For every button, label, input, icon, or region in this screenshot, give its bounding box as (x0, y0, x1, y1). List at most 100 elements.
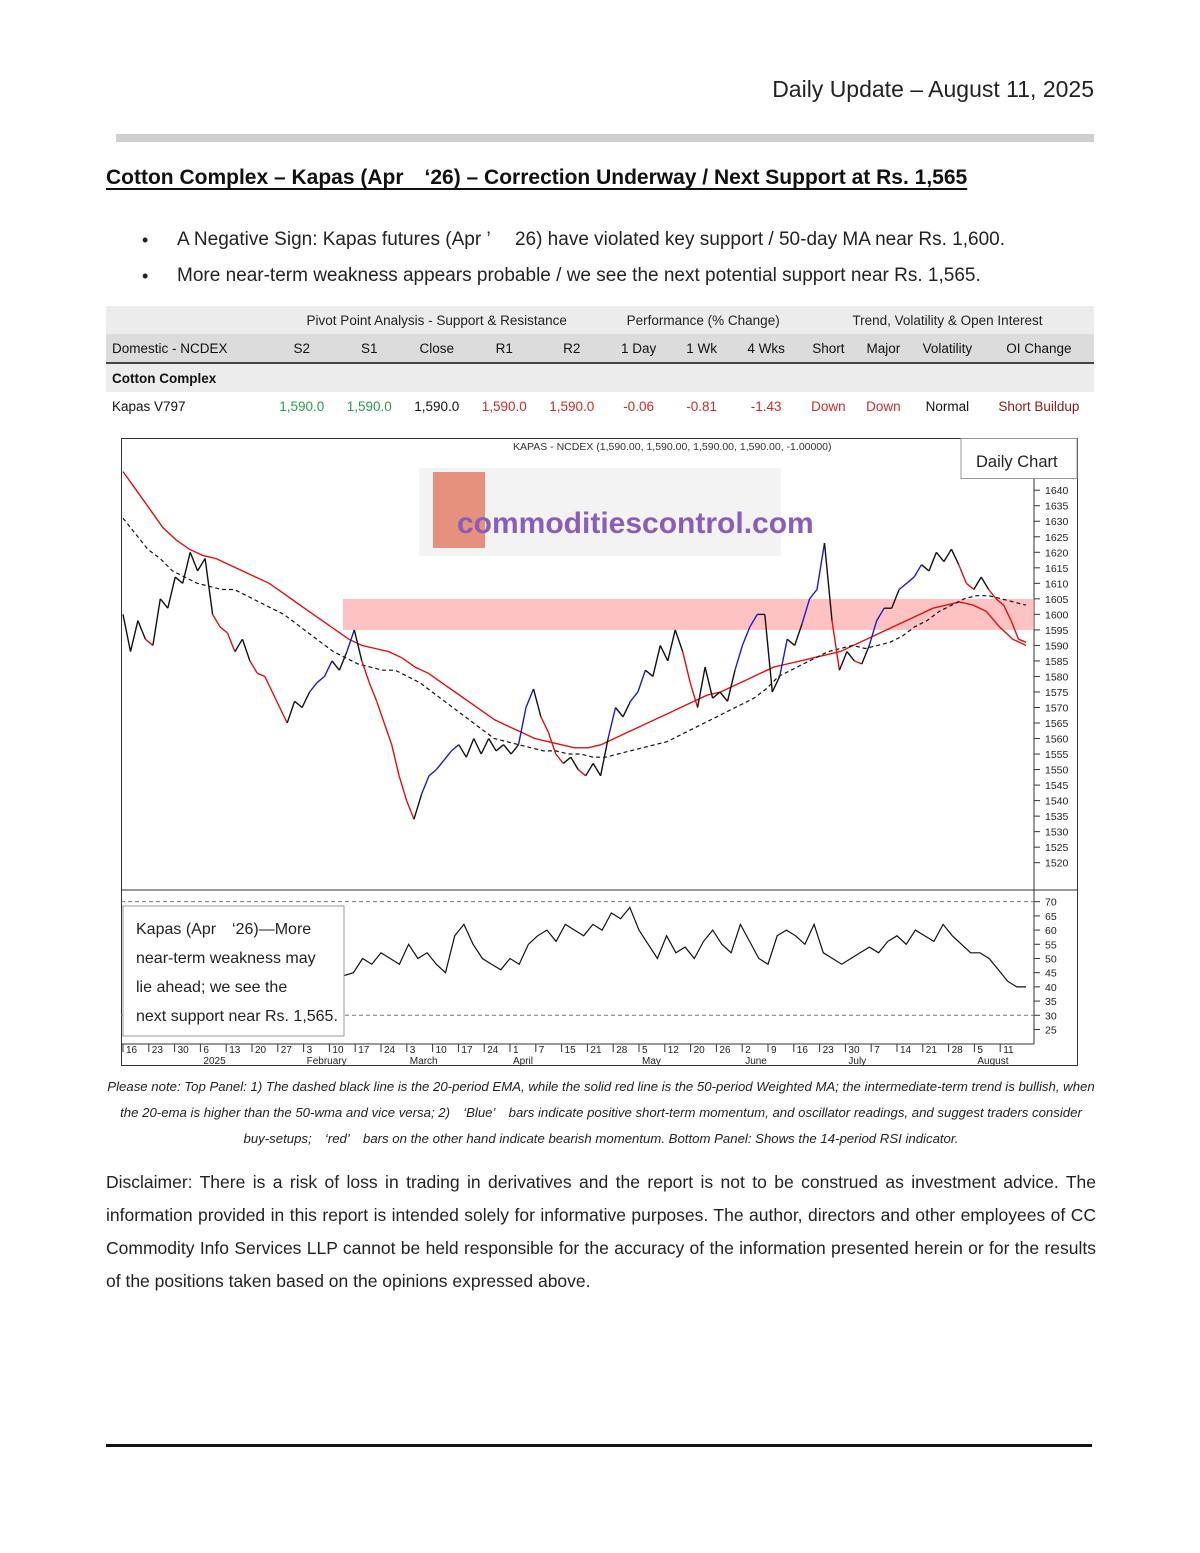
price-segment (995, 598, 1005, 606)
price-segment (734, 645, 744, 671)
price-segment (965, 582, 975, 591)
date-tick-label: 24 (487, 1045, 499, 1056)
price-segment (652, 645, 661, 677)
rsi-tick-label: 55 (1045, 939, 1057, 951)
price-segment (696, 666, 706, 708)
price-tick-label: 1640 (1045, 485, 1069, 497)
price-segment (779, 639, 788, 677)
column-header: OI Change (983, 334, 1094, 364)
price-segment (391, 744, 400, 776)
price-segment (846, 651, 855, 662)
price-segment (376, 701, 385, 724)
column-header: 4 Wks (731, 334, 801, 364)
price-segment (152, 598, 161, 646)
price-segment (906, 576, 915, 584)
cell-short-trend: Down (800, 392, 856, 420)
price-segment (458, 744, 467, 758)
price-segment (868, 620, 878, 646)
table-group-blank (106, 306, 268, 334)
watermark-logo: commoditiescontrol.com (419, 468, 814, 556)
price-segment (480, 738, 490, 755)
bullet-point: A Negative Sign: Kapas futures (Apr ’ 26… (106, 222, 1096, 258)
price-segment (532, 688, 542, 717)
cell-r2: 1,590.0 (538, 392, 606, 420)
cell-1wk: -0.81 (671, 392, 732, 420)
date-tick-label: 21 (590, 1045, 602, 1056)
price-segment (204, 558, 214, 615)
price-segment (801, 598, 811, 624)
price-segment (741, 626, 751, 646)
price-segment (935, 551, 945, 563)
price-segment (234, 638, 243, 652)
header-divider (116, 134, 1094, 142)
price-segment (495, 744, 505, 752)
date-tick-label: 5 (642, 1045, 648, 1056)
cell-major-trend: Down (855, 392, 911, 420)
chart-note: Please note: Top Panel: 1) The dashed bl… (106, 1074, 1096, 1152)
pivot-performance-table: Pivot Point Analysis - Support & Resista… (106, 306, 1094, 420)
price-segment (473, 738, 482, 755)
ema20-line (122, 517, 1027, 758)
price-segment (682, 651, 691, 683)
price-segment (189, 552, 199, 572)
price-tick-label: 1600 (1045, 609, 1069, 621)
cell-s2: 1,590.0 (268, 392, 336, 420)
date-tick-label: 3 (410, 1045, 416, 1056)
column-header: Close (403, 334, 471, 364)
price-segment (197, 558, 206, 572)
price-segment (294, 700, 303, 709)
price-segment (1018, 638, 1027, 643)
date-tick-label: 7 (874, 1045, 880, 1056)
chart-title: KAPAS - NCDEX (1,590.00, 1,590.00, 1,590… (513, 441, 832, 453)
date-tick-label: 2 (745, 1045, 751, 1056)
price-segment (465, 738, 475, 758)
column-header: Short (800, 334, 856, 364)
month-label: July (848, 1056, 866, 1066)
rsi-tick-label: 45 (1045, 968, 1057, 980)
group-header-pivot: Pivot Point Analysis - Support & Resista… (268, 306, 606, 334)
price-segment (488, 738, 497, 752)
month-label: June (745, 1056, 767, 1066)
watermark-text: commoditiescontrol.com (457, 507, 814, 540)
price-tick-label: 1620 (1045, 547, 1069, 559)
date-tick-label: 20 (694, 1045, 706, 1056)
cell-4wks: -1.43 (731, 392, 801, 420)
price-segment (174, 576, 184, 584)
price-tick-label: 1615 (1045, 563, 1069, 575)
price-segment (323, 660, 333, 677)
rsi-tick-label: 50 (1045, 953, 1057, 965)
price-segment (659, 645, 669, 662)
date-tick-label: 1 (513, 1045, 519, 1056)
daily-chart-label: Daily Chart (976, 453, 1058, 471)
price-segment (159, 598, 169, 609)
section-label: Cotton Complex (106, 363, 1094, 392)
month-label: February (307, 1056, 347, 1066)
price-segment (547, 732, 557, 755)
price-tick-label: 1625 (1045, 532, 1069, 544)
price-segment (264, 676, 273, 693)
date-tick-label: 6 (203, 1045, 209, 1056)
price-segment (219, 626, 228, 634)
price-segment (712, 691, 721, 699)
date-tick-label: 10 (332, 1045, 344, 1056)
price-segment (637, 669, 647, 693)
price-segment (599, 738, 609, 776)
price-segment (241, 638, 251, 662)
price-segment (420, 775, 430, 795)
price-tick-label: 1610 (1045, 578, 1069, 590)
daily-chart-badge: Daily Chart (960, 438, 1078, 479)
rsi-tick-label: 70 (1045, 897, 1057, 909)
price-segment (540, 716, 550, 733)
support-zone-band (343, 598, 1034, 630)
column-header: Major (855, 334, 911, 364)
price-segment (435, 759, 445, 771)
rsi-tick-label: 65 (1045, 911, 1057, 923)
date-tick-label: 7 (539, 1045, 545, 1056)
price-tick-label: 1585 (1045, 656, 1069, 668)
date-tick-label: 12 (668, 1045, 680, 1056)
date-tick-label: 30 (178, 1045, 190, 1056)
cell-close: 1,590.0 (403, 392, 471, 420)
column-header: R2 (538, 334, 606, 364)
price-segment (368, 682, 378, 702)
price-segment (316, 675, 325, 684)
